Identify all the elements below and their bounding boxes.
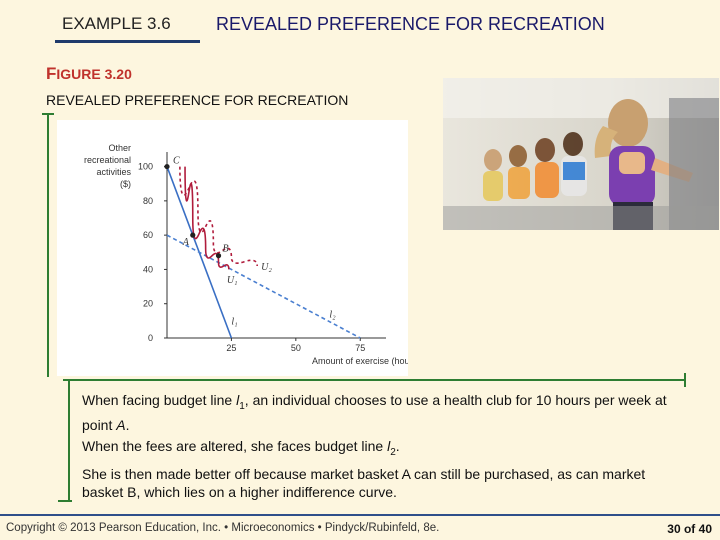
budget-line-l2 [166, 234, 361, 339]
y-axis-label-line: ($) [120, 179, 131, 189]
y-axis-label-line: recreational [84, 155, 131, 165]
caption-paragraph-3: She is then made better off because mark… [82, 465, 646, 500]
chart-annotation: B [223, 244, 229, 255]
point-c [164, 163, 170, 170]
figure-label: FIGURE 3.20 [46, 64, 132, 84]
slide-title: REVEALED PREFERENCE FOR RECREATION [216, 14, 605, 34]
figure-label-rest: IGURE 3.20 [56, 66, 132, 82]
y-tick-label: 40 [143, 264, 153, 274]
caption-p1-point: A [116, 416, 126, 433]
exercise-photo [443, 78, 719, 230]
bracket-vertical-left [47, 113, 49, 377]
x-tick-label: 25 [226, 343, 236, 353]
chart-annotation: C [173, 156, 180, 167]
chart-annotation: l₂ [329, 309, 336, 320]
caption-p1-sub: 1 [239, 400, 245, 412]
page-number: 30 of 40 [667, 522, 712, 536]
caption-p2-text-b: . [395, 437, 400, 454]
bracket-horizontal [63, 379, 686, 381]
caption-p1-text-a: When facing budget line [82, 392, 237, 408]
footer-divider [0, 514, 720, 516]
y-tick-label: 80 [143, 196, 153, 206]
y-tick-label: 100 [138, 162, 153, 172]
y-tick-label: 20 [143, 299, 153, 309]
y-tick-label: 60 [143, 230, 153, 240]
caption-p1-text-c: . [125, 416, 130, 433]
caption-paragraph-2: When the fees are altered, she faces bud… [82, 437, 672, 462]
bracket-bottom-tick [58, 500, 72, 502]
chart-annotation: A [182, 237, 190, 248]
caption-paragraph-1: When facing budget line l1, an individua… [82, 391, 672, 434]
chart-annotation: U₁ [227, 275, 238, 286]
figure-chart: 0 20 40 60 80 100 25 50 75 Amount of exercise (ho… [57, 120, 408, 376]
point-a [190, 232, 196, 238]
header-underline [55, 40, 200, 43]
x-tick-label: 75 [355, 343, 365, 353]
y-tick-label: 0 [148, 333, 153, 343]
caption: When facing budget line l1, an individua… [82, 391, 672, 504]
footer-copyright: Copyright © 2013 Pearson Education, Inc.… [6, 522, 440, 534]
caption-p2-var: l [387, 437, 391, 454]
caption-p2-text-a: When the fees are altered, she faces bud… [82, 437, 388, 454]
caption-p1-var: l [236, 392, 240, 408]
chart-annotation: l₁ [231, 316, 237, 327]
point-b [215, 253, 222, 259]
chart-svg: 0 20 40 60 80 100 25 50 75 Amount of exercise (ho… [84, 143, 408, 366]
curve-u2 [179, 166, 258, 267]
x-axis-label: Amount of exercise (hours) [312, 356, 408, 366]
y-axis-label-line: activities [96, 167, 131, 177]
bracket-right-tick [684, 373, 686, 387]
photo-illustration [443, 78, 719, 230]
caption-p1-text-b: , an individual chooses to use a health … [82, 392, 667, 433]
caption-p2-sub: 2 [390, 446, 396, 458]
y-axis-label-line: Other [108, 143, 131, 153]
x-tick-label: 50 [291, 343, 301, 353]
chart-annotation: U₂ [261, 262, 272, 273]
figure-label-initial: F [46, 64, 57, 83]
example-label: EXAMPLE 3.6 [62, 14, 171, 33]
figure-subtitle: REVEALED PREFERENCE FOR RECREATION [46, 92, 349, 108]
bracket-vertical-caption [68, 381, 70, 501]
